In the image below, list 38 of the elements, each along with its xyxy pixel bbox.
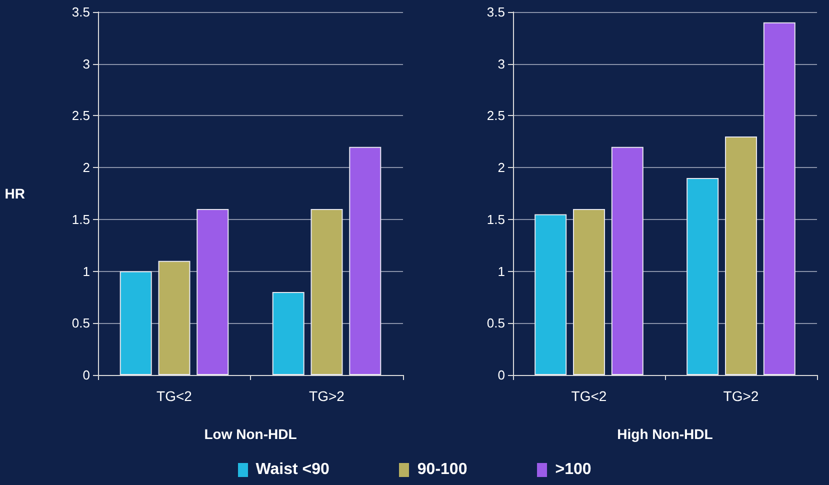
- bar: [158, 260, 190, 375]
- bar: [686, 178, 719, 375]
- y-tick-label: 1.5: [486, 212, 505, 227]
- y-tick-label: 3: [498, 56, 505, 72]
- bar: [725, 136, 757, 375]
- legend-label: >100: [555, 461, 592, 479]
- y-tick-label: 2: [498, 160, 505, 176]
- bar: [310, 209, 343, 375]
- y-tick-label: 0.5: [486, 316, 505, 331]
- y-tick-label: 2.5: [72, 108, 90, 124]
- x-axis-title: High Non-HDL: [617, 426, 714, 442]
- bar: [611, 146, 644, 375]
- bar: [196, 209, 229, 375]
- legend-label: Waist <90: [256, 461, 330, 479]
- y-tick-label: 0.5: [72, 316, 90, 331]
- bar: [120, 271, 152, 375]
- y-tick-label: 3.5: [72, 4, 90, 20]
- y-tick-label: 2.5: [486, 108, 505, 124]
- x-tick-label: TG<2: [156, 388, 192, 404]
- bar: [573, 209, 605, 375]
- y-tick-label: 0: [82, 368, 90, 382]
- bar: [272, 292, 304, 375]
- y-tick-label: 3.5: [486, 4, 505, 20]
- y-tick-label: 3: [82, 56, 90, 72]
- bar: [763, 22, 796, 375]
- y-tick-label: 1.5: [72, 212, 90, 227]
- legend-label: 90-100: [417, 461, 468, 479]
- x-tick-label: TG>2: [309, 388, 345, 404]
- x-axis-title: Low Non-HDL: [204, 426, 298, 442]
- y-tick-label: 1: [498, 264, 505, 279]
- y-tick-label: 2: [82, 160, 90, 176]
- bar: [534, 214, 567, 375]
- x-tick-label: TG>2: [723, 388, 759, 404]
- y-tick-label: 1: [82, 264, 90, 279]
- y-tick-label: 0: [498, 368, 505, 382]
- bar: [349, 146, 382, 375]
- x-tick-label: TG<2: [571, 388, 607, 404]
- y-axis-title: HR: [4, 186, 25, 202]
